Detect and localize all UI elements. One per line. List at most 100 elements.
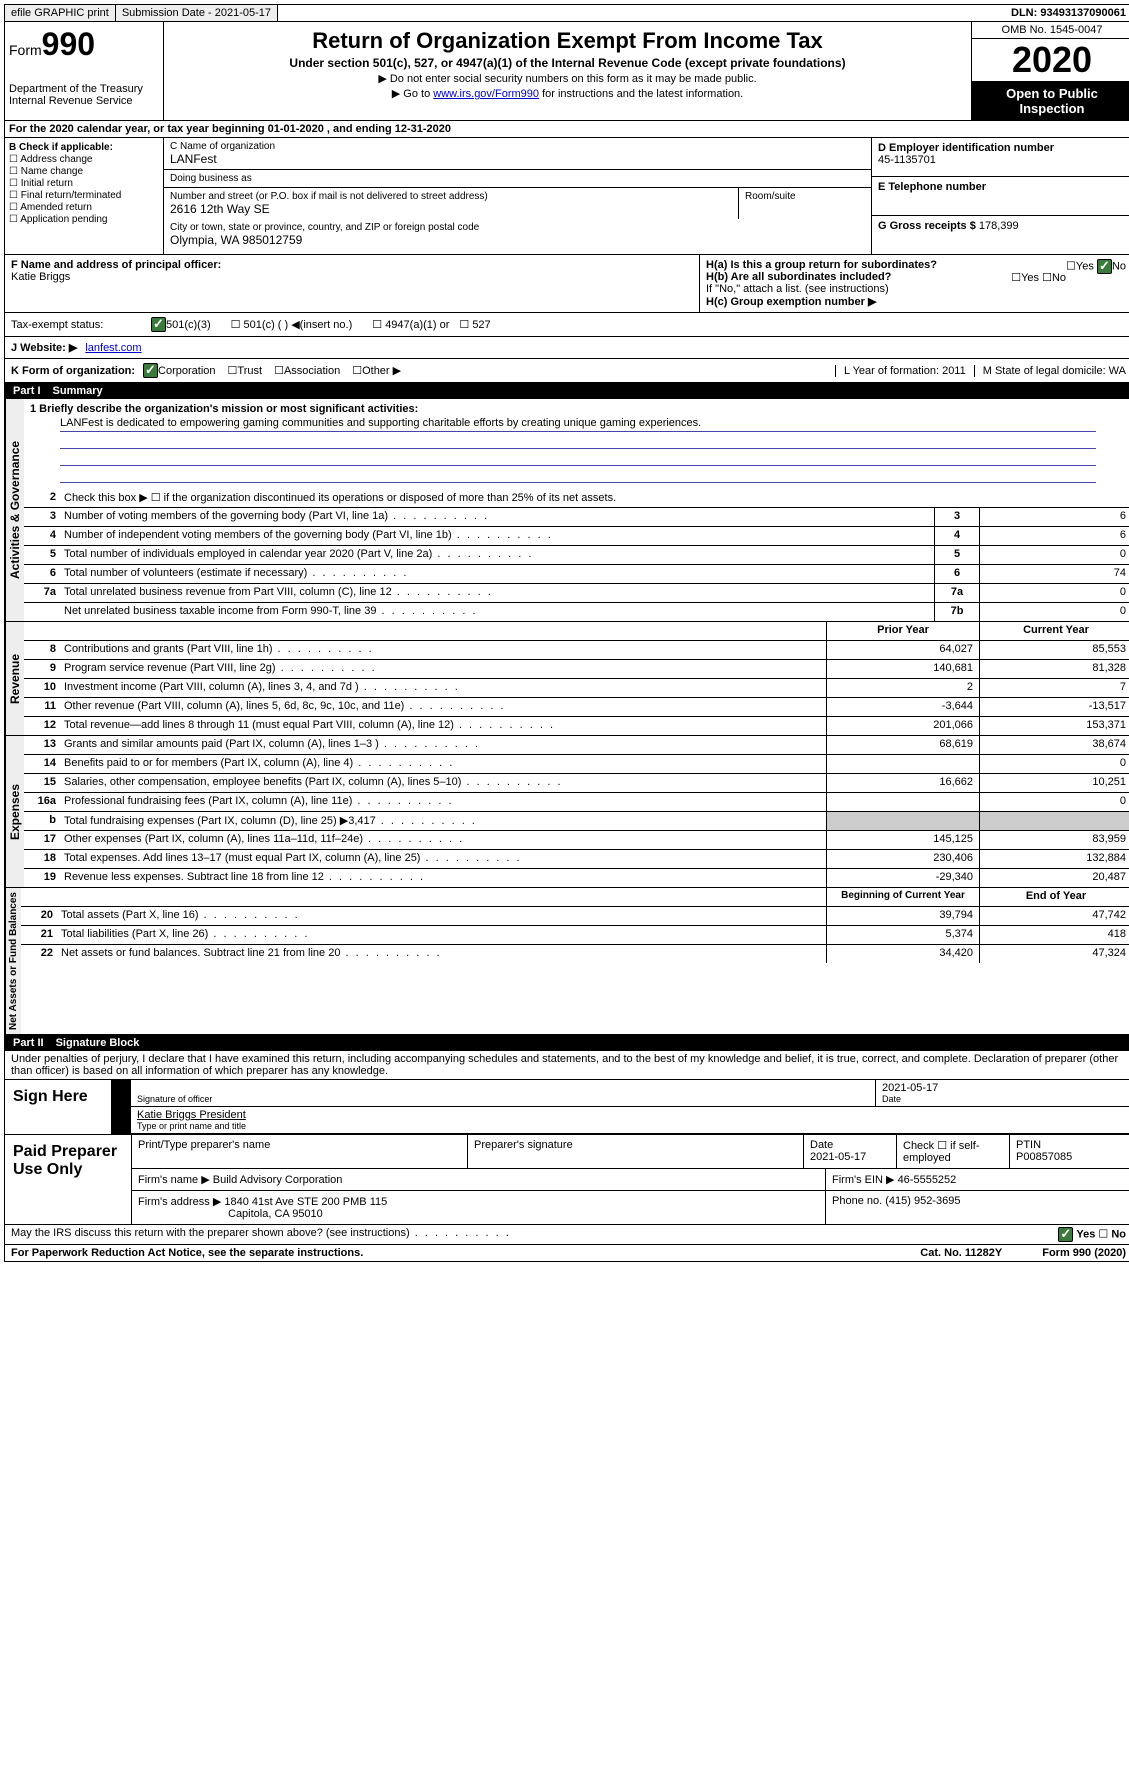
website-link[interactable]: lanfest.com — [85, 342, 141, 354]
year-formation: L Year of formation: 2011 — [835, 365, 966, 377]
line-15: 15 Salaries, other compensation, employe… — [24, 774, 1129, 793]
col-prior-year: Prior Year — [826, 622, 979, 640]
right-info: D Employer identification number 45-1135… — [872, 138, 1129, 254]
line-7a: 7a Total unrelated business revenue from… — [24, 584, 1129, 603]
signature-officer-field[interactable]: Signature of officer — [131, 1080, 876, 1106]
label-net-assets: Net Assets or Fund Balances — [5, 888, 21, 1034]
street-address: 2616 12th Way SE — [170, 202, 732, 216]
col-end-year: End of Year — [979, 888, 1129, 906]
line-22: 22 Net assets or fund balances. Subtract… — [21, 945, 1129, 963]
open-public-badge: Open to Public Inspection — [972, 82, 1129, 120]
firm-address: Firm's address ▶ 1840 41st Ave STE 200 P… — [132, 1191, 826, 1224]
dln-label: DLN: 93493137090061 — [1005, 5, 1129, 21]
tax-status-row: Tax-exempt status: 501(c)(3) ☐ 501(c) ( … — [5, 313, 1129, 337]
info-block: B Check if applicable: ☐ Address change … — [5, 138, 1129, 255]
header-mid: Return of Organization Exempt From Incom… — [164, 22, 971, 120]
line-10: 10 Investment income (Part VIII, column … — [24, 679, 1129, 698]
section-net-assets: Net Assets or Fund Balances Beginning of… — [5, 888, 1129, 1035]
form-990-page: efile GRAPHIC print Submission Date - 20… — [4, 4, 1129, 1262]
discuss-yes-checkbox[interactable] — [1058, 1227, 1073, 1242]
state-domicile: M State of legal domicile: WA — [974, 365, 1126, 377]
line-11: 11 Other revenue (Part VIII, column (A),… — [24, 698, 1129, 717]
form-subtitle: Under section 501(c), 527, or 4947(a)(1)… — [168, 56, 967, 70]
signature-date: 2021-05-17Date — [876, 1080, 1129, 1106]
line-9: 9 Program service revenue (Part VIII, li… — [24, 660, 1129, 679]
tax-year: 2020 — [972, 39, 1129, 82]
efile-print-button[interactable]: efile GRAPHIC print — [5, 5, 116, 21]
self-employed-chk[interactable]: Check ☐ if self-employed — [897, 1135, 1010, 1168]
chk-final-return[interactable]: ☐ Final return/terminated — [9, 190, 159, 201]
form-header: Form990 Department of the Treasury Inter… — [5, 22, 1129, 121]
label-revenue: Revenue — [5, 622, 24, 735]
chk-name-change[interactable]: ☐ Name change — [9, 166, 159, 177]
line-3: 3 Number of voting members of the govern… — [24, 508, 1129, 527]
line-14: 14 Benefits paid to or for members (Part… — [24, 755, 1129, 774]
website-row: J Website: ▶ lanfest.com — [5, 337, 1129, 359]
line-16a: 16a Professional fundraising fees (Part … — [24, 793, 1129, 812]
ein-value: 45-1135701 — [878, 154, 1126, 166]
fh-block: F Name and address of principal officer:… — [5, 255, 1129, 313]
row-a-tax-year: For the 2020 calendar year, or tax year … — [5, 121, 1129, 138]
header-left: Form990 Department of the Treasury Inter… — [5, 22, 164, 120]
line-b: b Total fundraising expenses (Part IX, c… — [24, 812, 1129, 831]
section-expenses: Expenses 13 Grants and similar amounts p… — [5, 736, 1129, 888]
label-governance: Activities & Governance — [5, 399, 24, 621]
submission-date-button[interactable]: Submission Date - 2021-05-17 — [116, 5, 278, 21]
ptin: PTINP00857085 — [1010, 1135, 1129, 1168]
line-13: 13 Grants and similar amounts paid (Part… — [24, 736, 1129, 755]
footer-final: For Paperwork Reduction Act Notice, see … — [5, 1245, 1129, 1261]
principal-officer: Katie Briggs — [11, 271, 693, 283]
part-2-header: Part II Signature Block — [5, 1035, 1129, 1051]
box-c: C Name of organization LANFest Doing bus… — [164, 138, 872, 254]
preparer-name-cell: Print/Type preparer's name — [132, 1135, 468, 1168]
chk-501c3[interactable] — [151, 317, 166, 332]
preparer-date: Date2021-05-17 — [804, 1135, 897, 1168]
gross-receipts: 178,399 — [979, 220, 1019, 232]
firm-phone: Phone no. (415) 952-3695 — [826, 1191, 1129, 1224]
officer-name: Katie Briggs PresidentType or print name… — [131, 1107, 1129, 1133]
irs-discuss-row: May the IRS discuss this return with the… — [5, 1225, 1129, 1245]
instructions-link[interactable]: www.irs.gov/Form990 — [433, 88, 539, 100]
sig-arrow-icon — [111, 1080, 131, 1106]
line-18: 18 Total expenses. Add lines 13–17 (must… — [24, 850, 1129, 869]
form-number: 990 — [42, 26, 95, 62]
firm-name: Firm's name ▶ Build Advisory Corporation — [132, 1169, 826, 1190]
header-right: OMB No. 1545-0047 2020 Open to Public In… — [971, 22, 1129, 120]
section-revenue: Revenue Prior Year Current Year 8 Contri… — [5, 622, 1129, 736]
label-expenses: Expenses — [5, 736, 24, 887]
chk-corporation[interactable] — [143, 363, 158, 378]
line-12: 12 Total revenue—add lines 8 through 11 … — [24, 717, 1129, 735]
box-h: H(a) Is this a group return for subordin… — [700, 255, 1129, 312]
paid-preparer-label: Paid Preparer Use Only — [5, 1135, 132, 1224]
line-8: 8 Contributions and grants (Part VIII, l… — [24, 641, 1129, 660]
box-f: F Name and address of principal officer:… — [5, 255, 700, 312]
form-title: Return of Organization Exempt From Incom… — [168, 28, 967, 54]
omb-number: OMB No. 1545-0047 — [972, 22, 1129, 39]
preparer-section: Paid Preparer Use Only Print/Type prepar… — [5, 1135, 1129, 1225]
form-prefix: Form — [9, 42, 42, 58]
city-state-zip: Olympia, WA 985012759 — [170, 233, 865, 247]
chk-amended-return[interactable]: ☐ Amended return — [9, 202, 159, 213]
org-name: LANFest — [170, 152, 865, 166]
line-17: 17 Other expenses (Part IX, column (A), … — [24, 831, 1129, 850]
line-20: 20 Total assets (Part X, line 16) 39,794… — [21, 907, 1129, 926]
part-1-header: Part I Summary — [5, 383, 1129, 399]
line-7b: Net unrelated business taxable income fr… — [24, 603, 1129, 621]
chk-address-change[interactable]: ☐ Address change — [9, 154, 159, 165]
col-current-year: Current Year — [979, 622, 1129, 640]
chk-application-pending[interactable]: ☐ Application pending — [9, 214, 159, 225]
dept-label: Department of the Treasury Internal Reve… — [9, 83, 159, 107]
mission-text: LANFest is dedicated to empowering gamin… — [60, 417, 1096, 432]
preparer-sig-cell[interactable]: Preparer's signature — [468, 1135, 804, 1168]
h-a-no-checkbox[interactable] — [1097, 259, 1112, 274]
sign-section: Sign Here Signature of officer 2021-05-1… — [5, 1080, 1129, 1135]
chk-initial-return[interactable]: ☐ Initial return — [9, 178, 159, 189]
section-governance: Activities & Governance 1 Briefly descri… — [5, 399, 1129, 622]
declaration-text: Under penalties of perjury, I declare th… — [5, 1051, 1129, 1080]
note-ssn: ▶ Do not enter social security numbers o… — [168, 72, 967, 85]
k-row: K Form of organization: Corporation ☐ Tr… — [5, 359, 1129, 383]
sig-arrow-icon — [111, 1107, 131, 1133]
top-bar: efile GRAPHIC print Submission Date - 20… — [5, 5, 1129, 22]
line-21: 21 Total liabilities (Part X, line 26) 5… — [21, 926, 1129, 945]
line-19: 19 Revenue less expenses. Subtract line … — [24, 869, 1129, 887]
